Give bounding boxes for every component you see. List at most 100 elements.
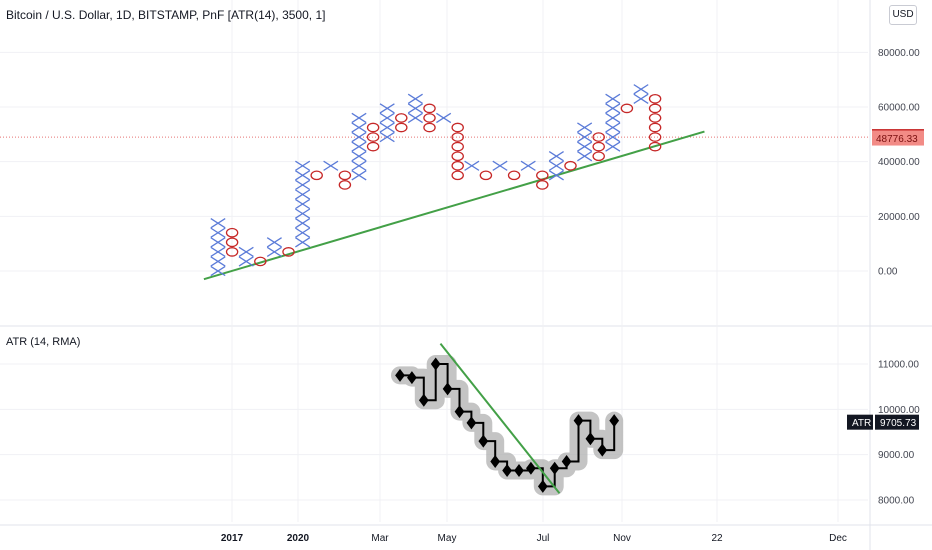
atr-point[interactable] [609,414,620,428]
x-box [351,122,367,133]
x-stroke [295,218,311,229]
o-box [451,170,464,181]
currency-button[interactable]: USD [889,5,917,25]
pnf-o-column[interactable] [282,247,295,257]
pnf-x-column[interactable] [633,84,649,104]
atr-point[interactable] [418,393,429,407]
x-box [548,160,564,171]
x-box [295,170,311,181]
o-box [620,103,634,114]
pnf-o-column[interactable] [620,103,634,114]
atr-panel-title: ATR (14, RMA) [6,336,81,348]
pnf-o-column[interactable] [254,256,267,267]
o-box [225,227,239,238]
atr-point[interactable] [407,371,417,385]
pnf-o-column[interactable] [338,170,352,190]
atr-chart[interactable] [391,342,624,496]
pnf-x-column[interactable] [548,151,564,181]
atr-point[interactable] [514,464,524,478]
atr-point[interactable] [537,479,548,493]
atr-point[interactable] [478,434,489,448]
x-stroke [351,160,367,171]
x-box [577,122,593,133]
y-tick-label: 80000.00 [878,48,920,59]
pnf-x-column[interactable] [295,160,311,248]
second-price-label: 48776.33 [872,130,924,146]
pnf-o-column[interactable] [225,227,239,257]
pnf-x-column[interactable] [605,93,621,152]
x-box [605,93,621,104]
x-box [407,93,423,104]
x-box [379,103,395,114]
x-box [379,122,395,133]
pnf-o-column[interactable] [592,132,605,162]
x-stroke [295,189,311,200]
pnf-x-column[interactable] [520,160,536,171]
pnf-x-column[interactable] [492,160,508,171]
x-stroke [210,246,226,258]
atr-trendline[interactable] [439,342,561,494]
x-stroke [266,237,282,248]
x-tick-label: 22 [711,533,723,544]
pnf-x-column[interactable] [379,103,395,143]
atr-point[interactable] [549,461,560,475]
o-box [479,170,493,181]
pnf-o-column[interactable] [507,170,521,181]
pnf-o-column[interactable] [479,170,493,181]
atr-point[interactable] [573,414,584,428]
pnf-x-column[interactable] [407,93,423,124]
atr-point[interactable] [502,464,512,478]
x-box [210,265,226,277]
pnf-chart[interactable] [0,84,868,281]
pnf-x-column[interactable] [436,112,452,124]
pnf-o-column[interactable] [366,122,380,152]
x-stroke [548,160,564,171]
pnf-x-column[interactable] [238,246,254,267]
x-tick-label: Dec [829,533,847,544]
x-box [379,131,395,143]
pnf-o-column[interactable] [423,103,436,133]
atr-point[interactable] [561,454,572,468]
atr-point[interactable] [442,382,453,396]
pnf-x-column[interactable] [323,160,339,171]
x-box [379,112,395,124]
atr-point[interactable] [526,461,536,475]
pnf-x-column[interactable] [266,237,282,258]
atr-point[interactable] [454,405,465,419]
atr-point[interactable] [597,443,608,457]
atr-point[interactable] [395,368,405,382]
pnf-x-column[interactable] [210,218,226,277]
x-stroke [464,160,480,171]
pnf-x-column[interactable] [464,160,480,171]
x-stroke [323,160,339,171]
x-box [210,227,226,238]
x-box [295,208,311,219]
pnf-o-column[interactable] [451,122,464,181]
pnf-o-column[interactable] [536,170,549,190]
o-box [423,122,436,133]
atr-point[interactable] [585,432,596,446]
x-box [492,160,508,171]
o-box [564,160,577,171]
pnf-o-column[interactable] [648,93,662,152]
x-box [351,151,367,162]
x-stroke [548,151,564,162]
x-stroke [605,103,621,114]
x-stroke [407,93,423,104]
price-trendline[interactable] [203,130,705,281]
x-box [351,112,367,124]
atr-current-tag-bg [847,414,873,430]
x-box [266,237,282,248]
pnf-x-column[interactable] [577,122,593,162]
o-box [366,141,380,152]
pnf-o-column[interactable] [564,160,577,171]
atr-point[interactable] [466,416,477,430]
atr-point[interactable] [430,357,441,371]
pnf-o-column[interactable] [395,113,408,133]
pnf-o-column[interactable] [310,170,323,181]
x-box [238,246,254,258]
pnf-x-column[interactable] [351,112,367,181]
x-stroke [577,122,593,133]
atr-point[interactable] [490,454,501,468]
